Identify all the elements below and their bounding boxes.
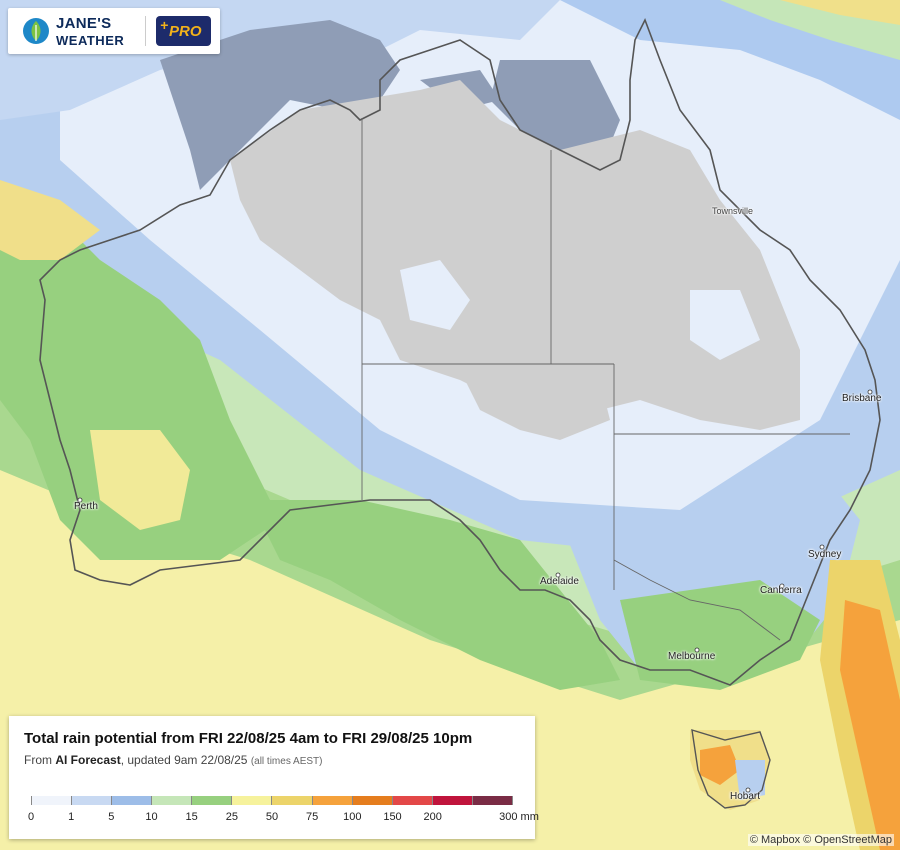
legend-title: Total rain potential from FRI 22/08/25 4… [24,730,473,747]
city-label-brisbane: Brisbane [842,393,882,404]
legend-swatch [71,796,112,805]
city-label-townsville: Townsville [712,206,754,216]
legend-swatch [231,796,272,805]
legend-swatch [311,796,352,805]
legend-tick-label: 25 [225,811,238,823]
legend-swatch [111,796,152,805]
coastline [39,18,881,686]
logo-subtitle: WEATHER [56,33,125,48]
legend-updated: , updated 9am 22/08/25 [120,753,251,767]
legend-source: AI Forecast [55,753,121,767]
legend-tick-label: 15 [185,811,198,823]
pro-label: PRO [169,23,202,40]
legend-timezone: (all times AEST) [250,756,323,767]
state-borders [361,118,850,641]
legend-subtitle: From AI Forecast, updated 9am 22/08/25 (… [24,753,323,767]
legend-swatch [471,796,513,805]
city-label-hobart: Hobart [730,791,761,802]
legend-swatch [151,796,192,805]
pro-badge[interactable]: + PRO [156,16,211,46]
legend-swatch [431,796,472,805]
logo-title: JANE'S [56,15,112,32]
legend-tick-label: 300 mm [499,811,539,823]
plus-icon: + [160,17,169,33]
legend-tick-label: 50 [265,811,279,823]
logo-divider [145,16,146,46]
city-label-perth: Perth [74,501,98,512]
legend-tick-label: 10 [145,811,158,823]
legend-ticks: 0 1 5 10 15 25 50 75 100 150 200 300 mm [9,811,539,825]
legend-tick-label: 150 [383,811,402,823]
legend-tick-label: 200 [423,811,442,823]
city-label-sydney: Sydney [808,549,842,560]
legend-swatch [351,796,392,805]
no-rain-region [230,80,800,430]
legend-swatch [191,796,232,805]
legend-tick-label: 0 [27,811,35,823]
legend-tick-label: 100 [343,811,362,823]
legend-tick-label: 1 [68,811,75,823]
legend-swatch [391,796,432,805]
legend-tick-label: 5 [108,811,115,823]
app-logo[interactable]: JANE'S WEATHER + PRO [8,8,220,54]
legend-swatch [31,796,72,805]
legend-tick-label: 75 [306,811,319,823]
legend-color-scale [31,796,513,805]
rain-legend: Total rain potential from FRI 22/08/25 4… [9,716,539,839]
map-attribution[interactable]: © Mapbox © OpenStreetMap [747,834,894,846]
legend-swatch [271,796,312,805]
city-label-canberra: Canberra [760,585,802,596]
city-label-adelaide: Adelaide [540,576,579,587]
legend-from-prefix: From [24,753,56,767]
city-label-melbourne: Melbourne [668,651,716,662]
logo-leaf-icon [23,18,49,44]
